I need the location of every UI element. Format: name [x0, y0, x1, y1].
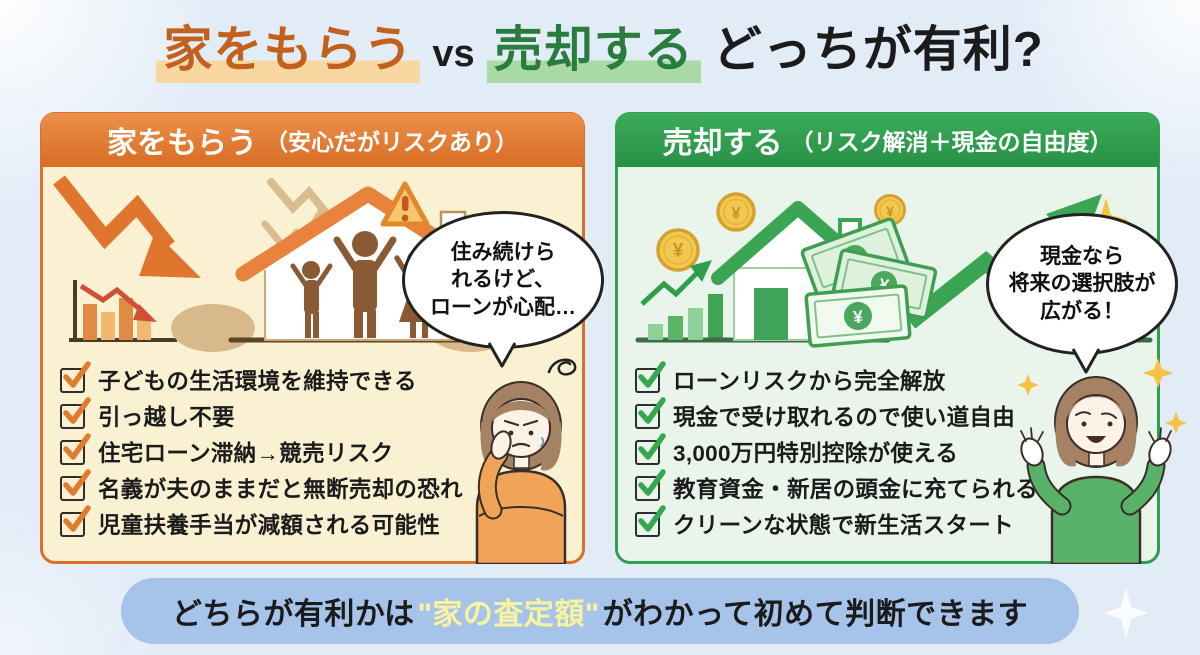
title-question: どっちが有利? [712, 23, 1044, 77]
sparkle-icon [1104, 587, 1148, 639]
svg-text:¥: ¥ [731, 204, 741, 223]
checkbox-check-icon [635, 468, 666, 501]
banner-text-pre: どちらが有利かは [171, 598, 415, 631]
check-item-text: 現金で受け取れるので使い道自由 [673, 405, 1016, 430]
bottom-banner: どちらが有利かは "家の査定額" がわかって初めて判断できます [121, 578, 1079, 644]
title-keep-house: 家をもらう [156, 23, 421, 83]
svg-text:¥: ¥ [852, 307, 864, 328]
list-item: 児童扶養手当が減額される可能性 [60, 504, 463, 542]
sparkle-icon [1017, 374, 1039, 396]
checkbox-check-icon [635, 504, 666, 537]
checkbox-check-icon [635, 396, 666, 429]
list-item: ローンリスクから完全解放 [635, 360, 1038, 398]
yen-coin-icon: ¥ [716, 192, 756, 232]
bubble-tail [1071, 348, 1101, 374]
worry-squiggle-icon [547, 358, 577, 376]
checkbox-check-icon [635, 432, 666, 465]
checkbox-check-icon [60, 396, 91, 429]
sparkle-icon [1143, 358, 1173, 388]
keep-house-header-title: 家をもらう [107, 127, 257, 160]
check-item-text: クリーンな状態で新生活スタート [673, 513, 1014, 538]
bubble-text: ローンが心配… [430, 295, 576, 319]
keep-house-header: 家をもらう （安心だがリスクあり） [41, 113, 584, 167]
happy-woman-illustration [1000, 350, 1192, 564]
sell-house-header-title: 売却する [662, 127, 783, 160]
banner-text-post: がわかって初めて判断できます [602, 598, 1029, 631]
check-item-text: 子どもの生活環境を維持できる [98, 369, 417, 394]
title-sell: 売却する [486, 23, 701, 83]
list-item: クリーンな状態で新生活スタート [635, 504, 1038, 542]
bubble-text: 将来の選択肢が [1008, 272, 1156, 296]
list-item: 現金で受け取れるので使い道自由 [635, 396, 1038, 434]
list-item: 3,000万円特別控除が使える [635, 432, 1038, 470]
check-item-text: 児童扶養手当が減額される可能性 [98, 513, 441, 538]
sell-house-header-note: （リスク解消＋現金の自由度） [790, 129, 1113, 155]
falling-bar-chart-icon [69, 280, 177, 342]
worried-speech-bubble: 住み続けら れるけど、 ローンが心配… [402, 211, 604, 368]
check-item-text: ローンリスクから完全解放 [673, 369, 946, 394]
yen-banknotes-icon: ¥ ¥ ¥ [800, 217, 938, 348]
sell-house-header: 売却する （リスク解消＋現金の自由度） [616, 113, 1159, 167]
warning-icon [380, 181, 430, 227]
svg-text:¥: ¥ [673, 241, 684, 262]
bubble-tail [487, 342, 517, 368]
keep-house-header-note: （安心だがリスクあり） [265, 129, 518, 155]
bubble-text: 広がる！ [1040, 299, 1124, 323]
checkbox-check-icon [60, 468, 91, 501]
sparkle-icon [1165, 412, 1187, 434]
title-vs: vs [432, 33, 475, 75]
checkbox-check-icon [60, 432, 91, 465]
sell-house-checklist: ローンリスクから完全解放 現金で受け取れるので使い道自由 3,000万円特別控除… [635, 360, 1038, 542]
checkbox-check-icon [60, 360, 91, 393]
checkbox-check-icon [60, 504, 91, 537]
keep-house-checklist: 子どもの生活環境を維持できる 引っ越し不要 住宅ローン滞納→競売リスク 名義が夫… [60, 360, 463, 542]
check-item-text: 教育資金・新居の頭金に充てられる [673, 477, 1038, 502]
happy-speech-bubble: 現金なら 将来の選択肢が 広がる！ [986, 213, 1178, 374]
list-item: 教育資金・新居の頭金に充てられる [635, 468, 1038, 506]
list-item: 子どもの生活環境を維持できる [60, 360, 463, 398]
bubble-text: 住み続けら [450, 241, 556, 265]
check-item-text: 名義が夫のままだと無断売却の恐れ [98, 477, 463, 502]
bubble-text: れるけど、 [451, 268, 555, 292]
check-item-text: 3,000万円特別控除が使える [673, 441, 959, 466]
banner-text-highlight: "家の査定額" [417, 598, 600, 631]
check-item-text: 引っ越し不要 [98, 405, 235, 430]
svg-text:¥: ¥ [886, 203, 894, 219]
page-title: 家をもらう vs 売却する どっちが有利? [0, 23, 1200, 83]
list-item: 引っ越し不要 [60, 396, 463, 434]
declining-arrow-icon [53, 175, 201, 278]
check-item-text: 住宅ローン滞納→競売リスク [98, 441, 394, 466]
checkbox-check-icon [635, 360, 666, 393]
bush-icon [171, 304, 255, 352]
yen-coin-icon: ¥ [656, 228, 700, 272]
list-item: 住宅ローン滞納→競売リスク [60, 432, 463, 470]
list-item: 名義が夫のままだと無断売却の恐れ [60, 468, 463, 506]
bubble-text: 現金なら [1040, 245, 1124, 269]
worried-woman-illustration [449, 352, 601, 564]
